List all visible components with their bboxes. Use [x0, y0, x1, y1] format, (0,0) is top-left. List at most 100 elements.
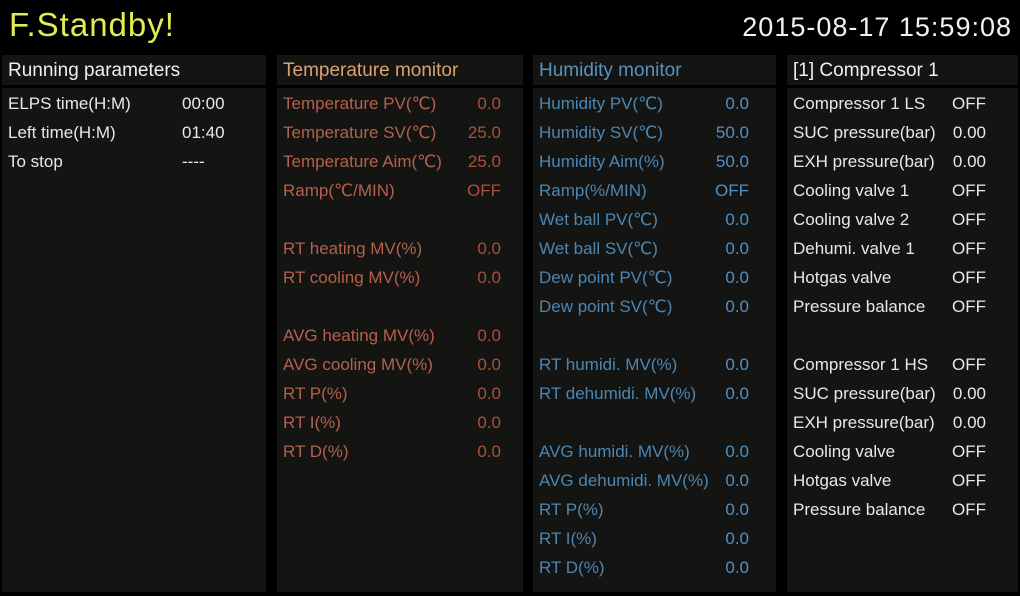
row-label: RT heating MV(%)	[283, 238, 423, 258]
row-value: 0.0	[477, 412, 501, 432]
row-label: Wet ball PV(℃)	[539, 209, 658, 229]
monitor-row: RT P(%) 0.0	[533, 495, 776, 524]
panel-title-clip: [1] Compressor 1 Cascade	[787, 55, 1018, 88]
monitor-row: Dew point SV(℃) 0.0	[533, 292, 776, 321]
row-label: RT P(%)	[283, 383, 348, 403]
row-value: OFF	[467, 180, 501, 200]
titlebar: F.Standby! 2015-08-17 15:59:08	[0, 0, 1020, 55]
monitor-row: RT cooling MV(%) 0.0	[277, 263, 523, 292]
row-spacer	[533, 408, 776, 437]
row-label: Hotgas valve	[793, 267, 892, 287]
row-value: 0.0	[477, 325, 501, 345]
row-value: 0.0	[477, 383, 501, 403]
row-label: Pressure balance	[793, 296, 926, 316]
row-value: OFF	[952, 93, 986, 113]
row-value: 0.00	[952, 122, 986, 142]
monitor-row: AVG cooling MV(%) 0.0	[277, 350, 523, 379]
monitor-row: RT dehumidi. MV(%) 0.0	[533, 379, 776, 408]
monitor-row: RT P(%) 0.0	[277, 379, 523, 408]
monitor-row: Humidity SV(℃) 50.0	[533, 118, 776, 147]
row-value: 0.0	[725, 93, 749, 113]
row-label: Humidity Aim(%)	[539, 151, 665, 171]
monitor-row: Left time(H:M) 01:40	[2, 118, 266, 147]
panel-body: Compressor 1 LS OFF SUC pressure(bar) 0.00 E…	[787, 88, 1018, 524]
monitor-row: Ramp(%/MIN) OFF	[533, 176, 776, 205]
panel-title-humidity-monitor: Humidity monitor	[533, 55, 776, 88]
monitor-row: EXH pressure(bar) 0.00	[787, 147, 1018, 176]
row-value: OFF	[952, 441, 986, 461]
row-value: 0.0	[477, 93, 501, 113]
row-label: Temperature SV(℃)	[283, 122, 437, 142]
monitor-row: RT I(%) 0.0	[277, 408, 523, 437]
monitor-row: Temperature SV(℃) 25.0	[277, 118, 523, 147]
row-label: AVG cooling MV(%)	[283, 354, 433, 374]
panel-title-compressor-1-cascade: [1] Compressor 1 Cascade	[793, 60, 939, 85]
row-value: 0.00	[952, 383, 986, 403]
row-value: OFF	[952, 238, 986, 258]
monitor-row: Dehumi. valve 1 OFF	[787, 234, 1018, 263]
row-value: OFF	[952, 209, 986, 229]
monitor-row: Hotgas valve OFF	[787, 263, 1018, 292]
row-label: Pressure balance	[793, 499, 926, 519]
row-value: 0.0	[477, 441, 501, 461]
row-label: RT dehumidi. MV(%)	[539, 383, 697, 403]
monitor-row: Compressor 1 LS OFF	[787, 89, 1018, 118]
monitor-row: RT heating MV(%) 0.0	[277, 234, 523, 263]
monitor-row: Pressure balance OFF	[787, 495, 1018, 524]
row-label: Ramp(%/MIN)	[539, 180, 647, 200]
row-value: 0.0	[725, 528, 749, 548]
panel-body: Humidity PV(℃) 0.0 Humidity SV(℃) 50.0 Humid…	[533, 88, 776, 582]
monitor-row: Hotgas valve OFF	[787, 466, 1018, 495]
row-label: To stop	[8, 151, 63, 171]
row-value: OFF	[952, 267, 986, 287]
row-value: 01:40	[182, 122, 225, 142]
monitor-row: AVG humidi. MV(%) 0.0	[533, 437, 776, 466]
row-value: 0.0	[725, 441, 749, 461]
panel-body: Temperature PV(℃) 0.0 Temperature SV(℃) 25.…	[277, 88, 523, 466]
row-value: ----	[182, 151, 205, 171]
monitor-row: Humidity Aim(%) 50.0	[533, 147, 776, 176]
row-label: Cooling valve	[793, 441, 896, 461]
row-label: RT D(%)	[283, 441, 349, 461]
monitor-row: Humidity PV(℃) 0.0	[533, 89, 776, 118]
monitor-row: Cooling valve 1 OFF	[787, 176, 1018, 205]
row-spacer	[787, 321, 1018, 350]
monitor-row: Dew point PV(℃) 0.0	[533, 263, 776, 292]
row-label: Humidity SV(℃)	[539, 122, 663, 142]
row-value: 25.0	[467, 151, 501, 171]
row-label: Humidity PV(℃)	[539, 93, 663, 113]
row-value: 0.0	[725, 354, 749, 374]
row-label: EXH pressure(bar)	[793, 412, 935, 432]
row-value: 0.00	[952, 151, 986, 171]
row-value: 50.0	[715, 122, 749, 142]
row-label: ELPS time(H:M)	[8, 93, 131, 113]
monitor-row: Temperature PV(℃) 0.0	[277, 89, 523, 118]
row-value: OFF	[952, 296, 986, 316]
row-label: RT D(%)	[539, 557, 605, 577]
monitor-row: Compressor 1 HS OFF	[787, 350, 1018, 379]
monitor-row: Ramp(℃/MIN) OFF	[277, 176, 523, 205]
row-value: OFF	[952, 180, 986, 200]
row-value: 0.0	[725, 296, 749, 316]
panel-humidity-monitor: Humidity monitor Humidity PV(℃) 0.0 Humidi…	[533, 55, 776, 592]
row-value: OFF	[952, 499, 986, 519]
row-value: OFF	[715, 180, 749, 200]
row-value: 0.0	[725, 499, 749, 519]
datetime-display: 2015-08-17 15:59:08	[742, 12, 1012, 42]
row-value: 0.0	[725, 470, 749, 490]
row-label: AVG humidi. MV(%)	[539, 441, 690, 461]
row-label: SUC pressure(bar)	[793, 122, 936, 142]
row-value: 0.0	[725, 267, 749, 287]
row-label: Dehumi. valve 1	[793, 238, 915, 258]
monitor-row: AVG dehumidi. MV(%) 0.0	[533, 466, 776, 495]
monitor-row: RT D(%) 0.0	[277, 437, 523, 466]
panel-title-temperature-monitor: Temperature monitor	[277, 55, 523, 88]
monitor-row: To stop ----	[2, 147, 266, 176]
panel-title-running-parameters: Running parameters	[2, 55, 266, 88]
row-label: Temperature PV(℃)	[283, 93, 437, 113]
row-value: 50.0	[715, 151, 749, 171]
monitor-row: RT humidi. MV(%) 0.0	[533, 350, 776, 379]
row-value: OFF	[952, 470, 986, 490]
row-spacer	[533, 321, 776, 350]
